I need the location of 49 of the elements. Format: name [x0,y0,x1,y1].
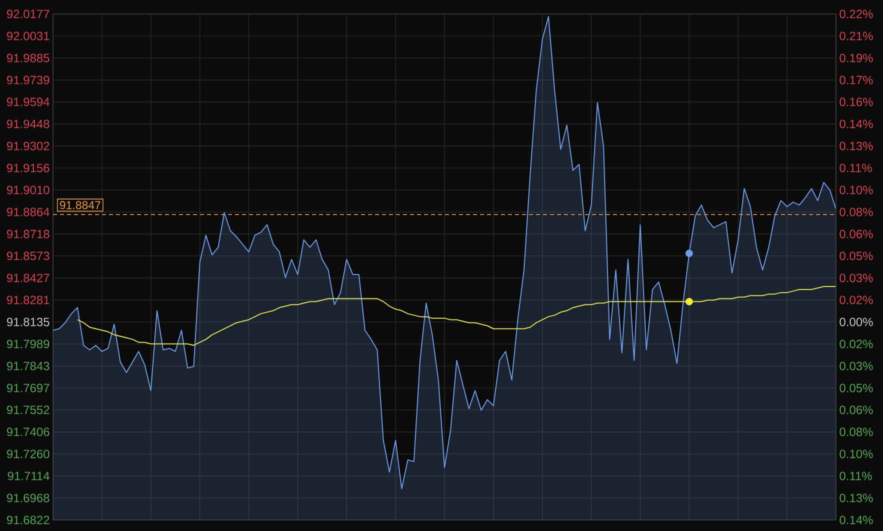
y-tick-label: 91.8281 [6,296,50,304]
y2-tick-label: 0.19% [840,54,873,62]
y-tick-label: 91.7260 [6,450,50,458]
y2-tick-label: 0.13% [840,142,873,150]
y-tick-label: 92.0031 [6,32,50,40]
y2-tick-label: 0.11% [840,164,872,172]
y2-tick-label: 0.08% [840,428,873,436]
y-tick-label: 91.9156 [6,164,50,172]
y-tick-label: 91.7697 [6,384,50,392]
y2-tick-label: 0.06% [840,230,873,238]
y2-tick-label: 0.16% [840,98,873,106]
y-tick-label: 91.6822 [6,516,50,524]
ref-line-label: 91.8847 [60,201,100,210]
y-tick-label: 91.8135 [6,318,50,326]
y-tick-label: 91.8427 [6,274,50,282]
y-tick-label: 91.7406 [6,428,50,436]
y2-tick-label: 0.14% [840,120,873,128]
y-tick-label: 91.8718 [6,230,50,238]
y2-tick-label: 0.11% [840,472,872,480]
y2-tick-label: 0.05% [840,252,873,260]
y-tick-label: 92.0177 [6,10,50,18]
y2-tick-label: 0.03% [840,274,873,282]
y-tick-label: 91.7552 [6,406,50,414]
y2-tick-label: 0.03% [840,362,873,370]
y-tick-label: 91.7989 [6,340,50,348]
y2-tick-label: 0.02% [840,340,873,348]
y2-tick-label: 0.21% [840,32,873,40]
y2-tick-label: 0.13% [840,494,873,502]
y-tick-label: 91.9885 [6,54,50,62]
y-tick-label: 91.8573 [6,252,50,260]
y2-tick-label: 0.10% [840,450,873,458]
y2-tick-label: 0.06% [840,406,873,414]
y2-tick-label: 0.05% [840,384,873,392]
y2-tick-label: 0.10% [840,186,873,194]
y2-tick-label: 0.14% [840,516,873,524]
y-tick-label: 91.9302 [6,142,50,150]
y2-tick-label: 0.00% [840,318,873,326]
y-tick-label: 91.9010 [6,186,50,194]
y-tick-label: 91.9739 [6,76,50,84]
y-tick-label: 91.7114 [8,472,50,480]
y2-tick-label: 0.22% [840,10,873,18]
y-tick-label: 91.8864 [6,208,50,216]
y2-tick-label: 0.02% [840,296,873,304]
y2-tick-label: 0.17% [840,76,873,84]
y-tick-label: 91.9594 [6,98,50,106]
y-tick-label: 91.6968 [6,494,50,502]
y2-tick-label: 0.08% [840,208,873,216]
y-tick-label: 91.7843 [6,362,50,370]
y-tick-label: 91.9448 [6,120,50,128]
